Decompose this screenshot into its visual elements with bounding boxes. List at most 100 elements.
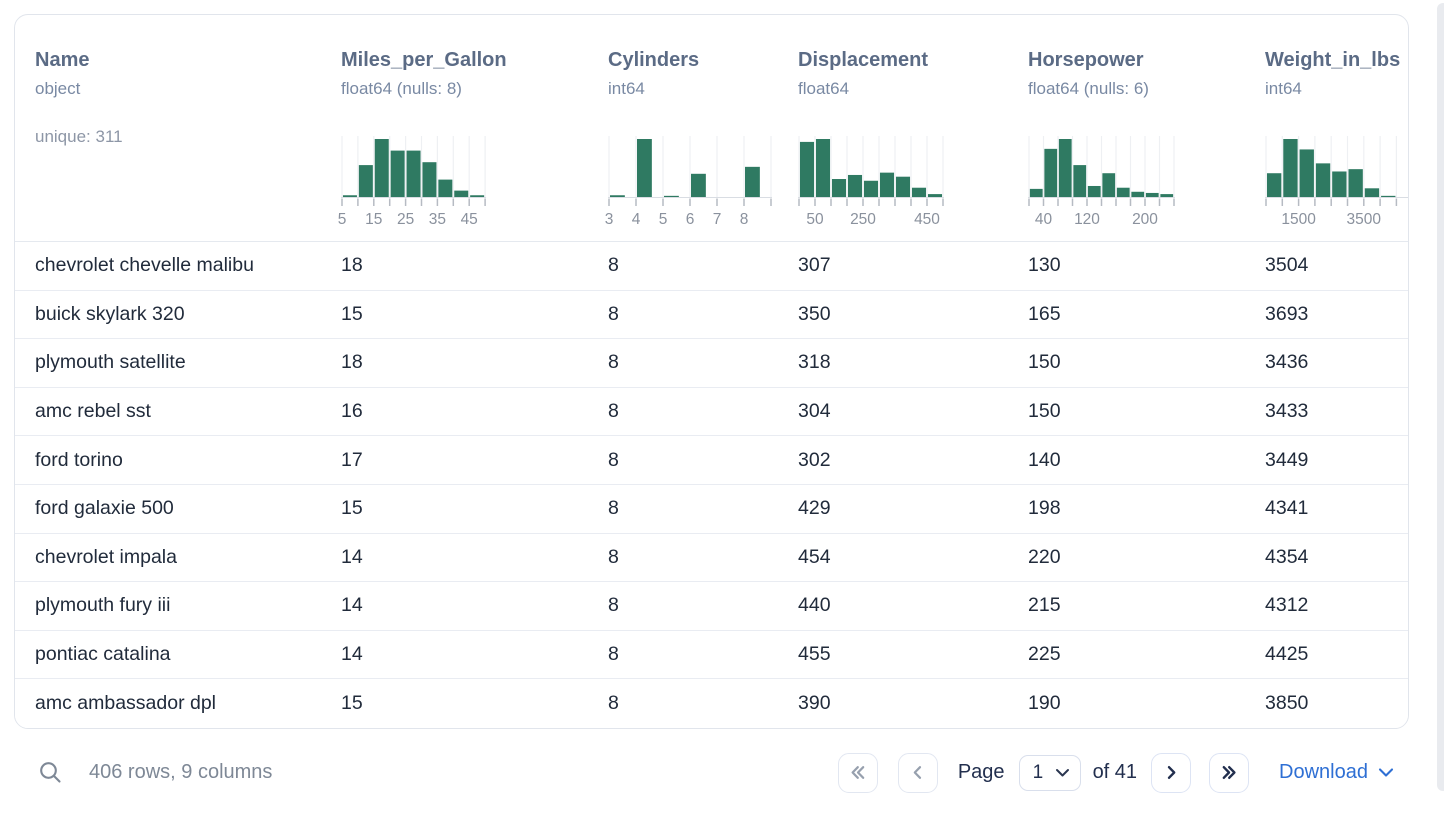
column-header-weight-in-lbs[interactable]: Weight_in_lbsint64150035005500 bbox=[1245, 15, 1408, 241]
axis-tick-label: 8 bbox=[740, 211, 749, 228]
table-cell: plymouth satellite bbox=[35, 351, 186, 374]
table-cell: 3850 bbox=[1265, 692, 1309, 715]
table-cell: 8 bbox=[608, 497, 619, 520]
table-row: chevrolet impala 14 8 454 220 4354 bbox=[15, 533, 1408, 583]
table-row: amc ambassador dpl 15 8 390 190 3850 bbox=[15, 679, 1408, 728]
axis-tick-label: 5 bbox=[338, 211, 347, 228]
histogram-bar bbox=[374, 139, 389, 197]
axis-tick-label: 45 bbox=[461, 211, 478, 228]
table-cell: ford torino bbox=[35, 448, 123, 471]
page-select-value: 1 bbox=[1032, 761, 1044, 783]
column-title: Name bbox=[35, 49, 90, 71]
table-cell: pontiac catalina bbox=[35, 643, 171, 666]
table-cell: 3693 bbox=[1265, 302, 1309, 325]
table-row: amc rebel sst 16 8 304 150 3433 bbox=[15, 387, 1408, 437]
column-header-displacement[interactable]: Displacement float64 50 250 450 bbox=[778, 15, 1008, 241]
table-cell: plymouth fury iii bbox=[35, 594, 171, 617]
table-row: buick skylark 320 15 8 350 165 3693 bbox=[15, 290, 1408, 340]
histogram-bar bbox=[1044, 148, 1058, 197]
table-cell: 302 bbox=[798, 448, 831, 471]
histogram-bar bbox=[895, 176, 911, 197]
next-page-button[interactable] bbox=[1151, 752, 1192, 793]
table-cell: 8 bbox=[608, 302, 619, 325]
column-title: Displacement bbox=[798, 49, 929, 71]
table-cell: 14 bbox=[341, 594, 363, 617]
table-cell: 455 bbox=[798, 643, 831, 666]
table-cell: 15 bbox=[341, 302, 363, 325]
first-page-button[interactable] bbox=[837, 752, 878, 793]
table-cell: amc rebel sst bbox=[35, 400, 151, 423]
table-cell: 4341 bbox=[1265, 497, 1309, 520]
table-row: plymouth fury iii 14 8 440 215 4312 bbox=[15, 582, 1408, 631]
table-cell: 429 bbox=[798, 497, 831, 520]
histogram-bar bbox=[1131, 191, 1145, 197]
axis-tick-label: 450 bbox=[914, 211, 940, 228]
last-page-button[interactable] bbox=[1209, 752, 1250, 793]
page-select[interactable]: 1 bbox=[1018, 754, 1081, 791]
histogram-miles-per-gallon[interactable]: 5 15 25 35 45 bbox=[338, 133, 487, 229]
page-label: Page bbox=[957, 761, 1005, 783]
axis-tick-label: 25 bbox=[397, 211, 414, 228]
search-icon[interactable] bbox=[38, 760, 63, 785]
table-cell: amc ambassador dpl bbox=[35, 692, 217, 715]
table-cell: 3449 bbox=[1265, 448, 1309, 471]
histogram-bar bbox=[831, 179, 847, 197]
table-cell: 8 bbox=[608, 448, 619, 471]
column-type: int64 bbox=[608, 79, 645, 98]
histogram-bar bbox=[1029, 188, 1043, 197]
axis-tick-label: 120 bbox=[1074, 211, 1100, 228]
chevron-down-icon bbox=[1055, 768, 1070, 778]
histogram-bar bbox=[610, 195, 625, 197]
column-header-cylinders[interactable]: Cylinders int64 3 4 5 6 7 8 bbox=[588, 15, 778, 241]
vertical-scrollbar[interactable] bbox=[1437, 3, 1444, 791]
table-cell: 8 bbox=[608, 351, 619, 374]
column-header-horsepower[interactable]: Horsepower float64 (nulls: 6) 40 120 200 bbox=[1008, 15, 1245, 241]
table-cell: 18 bbox=[341, 254, 363, 277]
row-count-label: 406 rows, 9 columns bbox=[89, 761, 273, 783]
table-cell: buick skylark 320 bbox=[35, 302, 185, 325]
column-header-miles-per-gallon[interactable]: Miles_per_Gallon float64 (nulls: 8) 5 15 25 3… bbox=[321, 15, 588, 241]
column-title: Miles_per_Gallon bbox=[341, 49, 507, 71]
histogram-bar bbox=[1364, 188, 1380, 197]
histogram-displacement[interactable]: 50 250 450 bbox=[798, 133, 944, 229]
column-header-name[interactable]: Name object unique: 311 bbox=[15, 15, 321, 241]
axis-tick-label: 200 bbox=[1132, 211, 1158, 228]
histogram-bar bbox=[1073, 165, 1087, 197]
table-cell: 3436 bbox=[1265, 351, 1309, 374]
table-cell: 304 bbox=[798, 400, 831, 423]
axis-tick-label: 5 bbox=[659, 211, 668, 228]
table-cell: 3504 bbox=[1265, 254, 1309, 277]
table-cell: 220 bbox=[1028, 545, 1061, 568]
table-cell: 8 bbox=[608, 594, 619, 617]
column-unique-count: unique: 311 bbox=[35, 127, 123, 146]
table-row: plymouth satellite 18 8 318 150 3436 bbox=[15, 339, 1408, 388]
histogram-bar bbox=[1283, 139, 1298, 197]
table-cell: chevrolet impala bbox=[35, 545, 177, 568]
axis-tick-label: 4 bbox=[632, 211, 641, 228]
download-button[interactable]: Download bbox=[1279, 761, 1394, 784]
previous-page-button[interactable] bbox=[897, 752, 938, 793]
column-title: Cylinders bbox=[608, 49, 700, 71]
table-cell: 8 bbox=[608, 254, 619, 277]
histogram-bar bbox=[637, 139, 652, 197]
histogram-bar bbox=[1332, 171, 1347, 197]
histogram-bar bbox=[745, 166, 760, 197]
histogram-bar bbox=[1102, 173, 1116, 197]
double-chevron-right-icon bbox=[1219, 762, 1240, 783]
table-cell: 318 bbox=[798, 351, 831, 374]
chevron-down-icon bbox=[1378, 767, 1394, 778]
column-type: float64 (nulls: 8) bbox=[341, 79, 462, 98]
table-cell: 130 bbox=[1028, 254, 1061, 277]
histogram-bar bbox=[390, 150, 405, 197]
histogram-bar bbox=[422, 162, 437, 197]
histogram-bar bbox=[1299, 149, 1314, 197]
histogram-bar bbox=[1145, 192, 1159, 197]
table-cell: 8 bbox=[608, 400, 619, 423]
histogram-bar bbox=[342, 195, 357, 197]
histogram-cylinders[interactable]: 3 4 5 6 7 8 bbox=[605, 133, 772, 229]
table-cell: 14 bbox=[341, 545, 363, 568]
histogram-horsepower[interactable]: 40 120 200 bbox=[1028, 133, 1175, 229]
histogram-weight-in-lbs[interactable]: 150035005500 bbox=[1265, 133, 1409, 229]
